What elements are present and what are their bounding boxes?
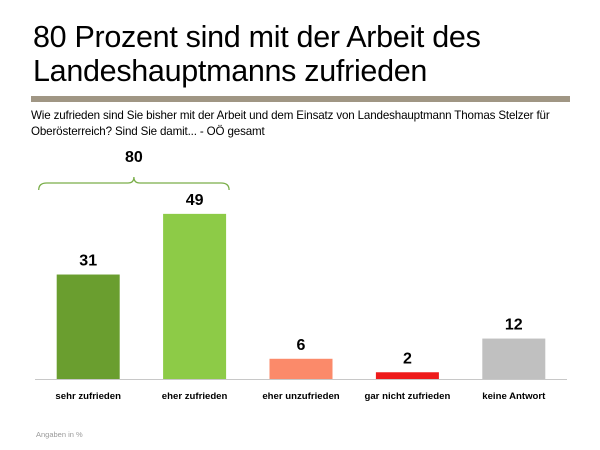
bar-gar-nicht-zufrieden bbox=[375, 372, 439, 379]
page-title: 80 Prozent sind mit der Arbeit des Lande… bbox=[33, 20, 481, 88]
value-labels-group: 31 49 6 2 12 bbox=[79, 192, 522, 367]
bar-eher-zufrieden bbox=[163, 213, 227, 379]
category-label-eher-unzufrieden: eher unzufrieden bbox=[262, 391, 339, 402]
sum-brace-group: 80 bbox=[38, 149, 230, 191]
value-label-gar-nicht-zufrieden: 2 bbox=[403, 350, 412, 367]
category-label-keine-antwort: keine Antwort bbox=[482, 391, 546, 402]
category-label-gar-nicht-zufrieden: gar nicht zufrieden bbox=[364, 391, 450, 402]
bars-group bbox=[56, 213, 546, 379]
footnote: Angaben in % bbox=[36, 430, 83, 439]
sum-brace bbox=[38, 176, 230, 191]
chart-subtitle: Wie zufrieden sind Sie bisher mit der Ar… bbox=[31, 109, 550, 138]
value-label-eher-unzufrieden: 6 bbox=[297, 337, 306, 354]
sum-brace-label: 80 bbox=[125, 149, 143, 166]
title-divider bbox=[31, 96, 570, 102]
value-label-keine-antwort: 12 bbox=[505, 317, 523, 334]
bar-keine-antwort bbox=[482, 338, 546, 379]
bar-sehr-zufrieden bbox=[56, 274, 120, 379]
value-label-sehr-zufrieden: 31 bbox=[79, 253, 97, 270]
value-label-eher-zufrieden: 49 bbox=[186, 192, 204, 209]
category-label-sehr-zufrieden: sehr zufrieden bbox=[55, 391, 121, 402]
bar-eher-unzufrieden bbox=[269, 358, 333, 379]
category-label-eher-zufrieden: eher zufrieden bbox=[162, 391, 228, 402]
category-labels-group: sehr zufrieden eher zufrieden eher unzufri… bbox=[55, 391, 546, 402]
